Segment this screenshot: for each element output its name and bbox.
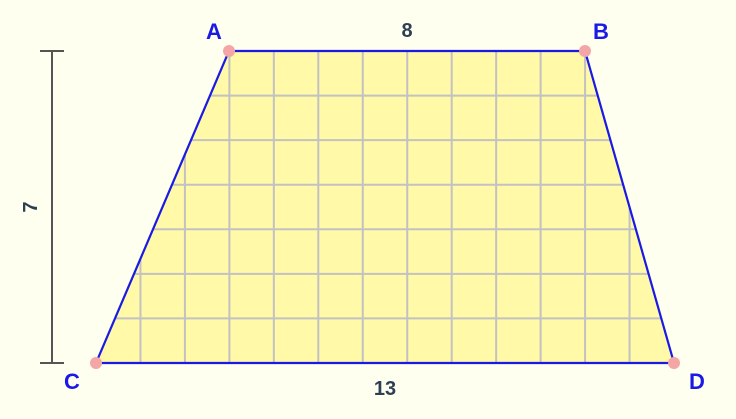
vertex-label-d: D [689,369,705,394]
vertex-dot-d [668,357,680,369]
vertex-dot-a [223,45,235,57]
vertex-label-a: A [206,19,222,44]
trapezoid-fill [96,51,674,363]
height-dimension [40,50,64,364]
vertex-dot-c [90,357,102,369]
height-length-label: 7 [20,201,42,212]
top-base-length-label: 8 [401,20,412,42]
vertex-label-b: B [593,19,609,44]
bottom-base-length-label: 13 [374,378,396,400]
vertex-label-c: C [64,369,80,394]
vertex-dot-b [579,45,591,57]
